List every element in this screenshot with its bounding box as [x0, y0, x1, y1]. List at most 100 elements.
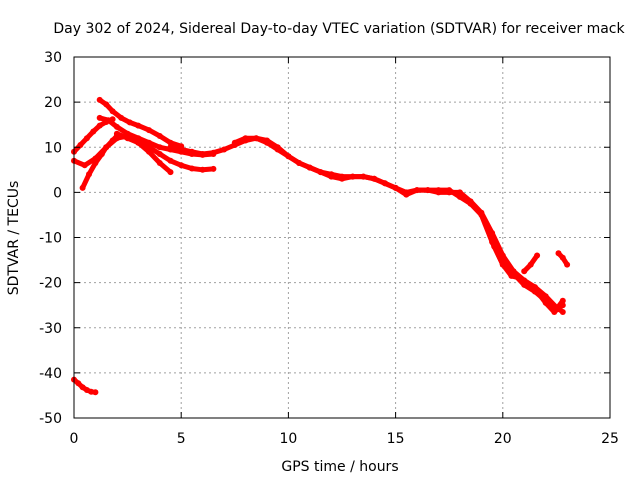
data-point — [559, 254, 566, 261]
data-point — [446, 187, 453, 194]
y-tick-label: 0 — [53, 185, 62, 201]
series-track-j — [482, 221, 566, 315]
x-tick-label: 20 — [494, 431, 512, 447]
x-tick-label: 0 — [70, 431, 79, 447]
data-point — [559, 297, 566, 304]
data-point — [306, 164, 313, 171]
data-point — [534, 288, 541, 295]
data-point — [403, 189, 410, 196]
y-tick-label: -50 — [39, 411, 62, 427]
y-tick-label: 30 — [44, 50, 62, 66]
series-line — [483, 221, 566, 315]
y-tick-label: -20 — [39, 276, 62, 292]
data-point — [178, 146, 185, 153]
data-point — [264, 137, 270, 144]
data-point — [317, 169, 324, 176]
data-point — [414, 187, 420, 194]
data-point — [103, 144, 110, 151]
data-point — [467, 200, 474, 207]
data-point — [559, 309, 566, 315]
series-line — [114, 131, 216, 173]
data-point — [508, 272, 515, 279]
data-point — [296, 160, 303, 166]
x-tick-label: 5 — [177, 431, 186, 447]
data-point — [381, 180, 388, 187]
data-point — [96, 114, 103, 121]
data-point — [456, 193, 463, 200]
data-point — [75, 380, 82, 387]
data-point — [156, 151, 163, 157]
series-line — [97, 97, 184, 149]
y-tick-labels: -50 -40 -30 -20 -10 0 10 20 30 — [39, 50, 62, 427]
series-track-a — [71, 376, 99, 396]
data-point — [105, 117, 112, 124]
data-point — [242, 135, 249, 142]
data-point — [188, 165, 195, 172]
data-point — [478, 211, 485, 218]
data-point — [83, 135, 90, 142]
data-point — [96, 96, 103, 103]
data-point — [339, 175, 345, 182]
data-point — [210, 149, 217, 156]
y-tick-label: -40 — [39, 366, 62, 382]
data-point — [96, 122, 103, 129]
data-point — [525, 281, 532, 288]
data-point — [156, 160, 163, 166]
data-point — [135, 139, 142, 146]
data-point — [79, 184, 86, 191]
data-point — [491, 243, 498, 250]
data-point — [392, 184, 399, 191]
data-point — [118, 114, 125, 121]
x-tick-label: 25 — [601, 431, 619, 447]
data-layer — [71, 96, 571, 396]
data-point — [274, 144, 281, 151]
y-tick-label: 20 — [44, 95, 62, 111]
data-point — [521, 268, 528, 275]
data-point — [221, 146, 228, 153]
series-track-h — [167, 135, 566, 315]
data-point — [534, 252, 541, 259]
data-point — [146, 127, 152, 134]
data-point — [328, 173, 335, 180]
data-point — [79, 384, 86, 391]
data-point — [555, 250, 562, 257]
data-point — [253, 135, 260, 142]
data-point — [92, 389, 99, 396]
data-point — [371, 175, 378, 182]
data-point — [86, 171, 92, 178]
data-point — [178, 162, 185, 169]
data-point — [146, 144, 152, 151]
data-point — [113, 123, 120, 130]
data-point — [126, 119, 133, 126]
data-point — [210, 165, 217, 172]
x-tick-label: 15 — [387, 431, 405, 447]
series-track-i — [231, 135, 566, 313]
data-point — [527, 261, 534, 268]
x-tick-labels: 0 5 10 15 20 25 — [70, 431, 619, 447]
data-point — [188, 148, 195, 155]
data-point — [135, 122, 142, 129]
x-axis-label: GPS time / hours — [281, 459, 398, 475]
series-track-l — [555, 250, 571, 268]
series-track-d — [96, 96, 185, 150]
data-point — [285, 153, 292, 160]
data-point — [156, 133, 163, 139]
data-point — [517, 275, 523, 282]
data-point — [124, 135, 131, 142]
data-point — [482, 221, 489, 227]
grid-lines — [74, 57, 610, 418]
data-point — [424, 187, 431, 194]
data-point — [81, 162, 88, 169]
data-point — [167, 144, 174, 151]
axis-ticks — [73, 56, 611, 419]
data-point — [103, 101, 110, 108]
data-point — [156, 144, 163, 151]
data-point — [542, 299, 549, 306]
y-tick-label: -30 — [39, 321, 62, 337]
series-line — [232, 135, 566, 313]
data-point — [77, 142, 84, 148]
data-point — [564, 261, 571, 268]
data-point — [360, 173, 367, 180]
chart-title: Day 302 of 2024, Sidereal Day-to-day VTE… — [53, 21, 625, 37]
